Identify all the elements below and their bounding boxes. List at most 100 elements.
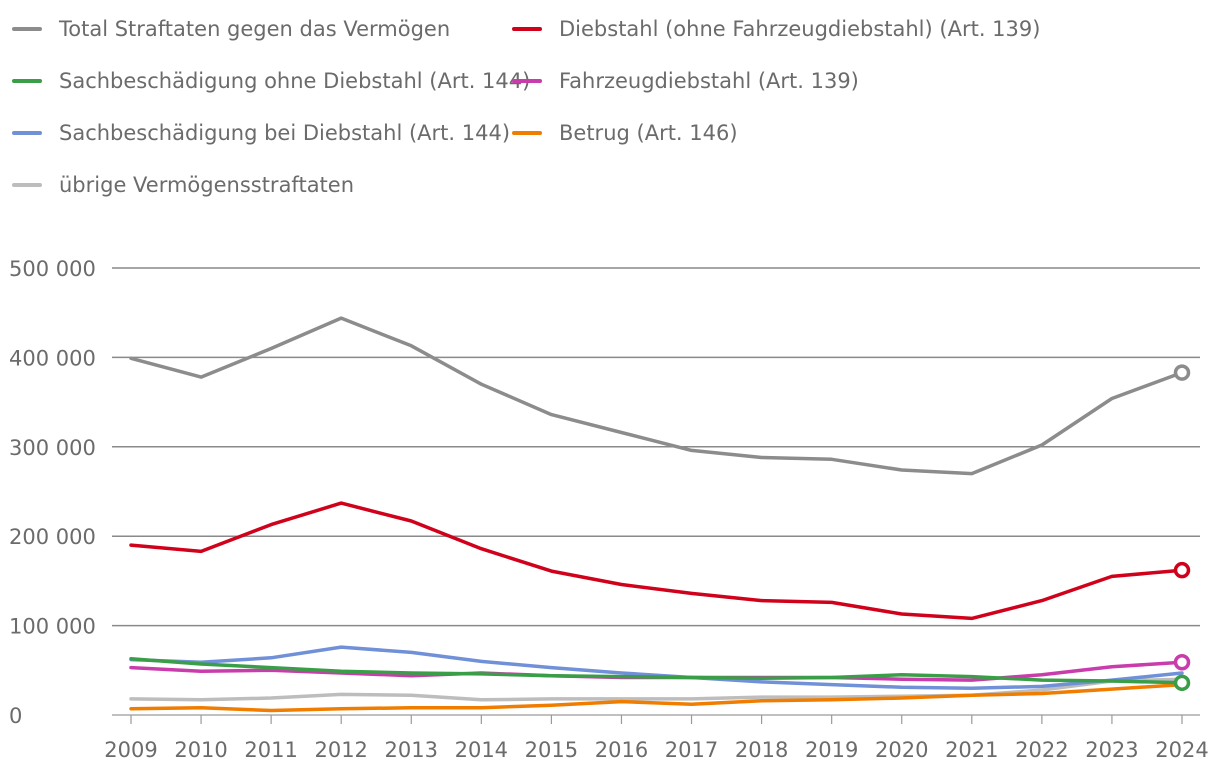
x-tick-label: 2018 bbox=[735, 738, 788, 762]
grid-lines bbox=[112, 267, 1200, 716]
legend-label: Total Straftaten gegen das Vermögen bbox=[58, 17, 450, 41]
data-point bbox=[900, 696, 904, 700]
series-lines bbox=[129, 316, 1184, 713]
legend-item[interactable]: Fahrzeugdiebstahl (Art. 139) bbox=[512, 69, 859, 93]
series-line bbox=[129, 656, 1184, 685]
legend-label: Fahrzeugdiebstahl (Art. 139) bbox=[559, 69, 859, 93]
legend-item[interactable]: Diebstahl (ohne Fahrzeugdiebstahl) (Art.… bbox=[512, 17, 1040, 41]
data-point bbox=[269, 709, 273, 713]
data-point bbox=[900, 677, 904, 681]
data-point bbox=[760, 695, 764, 699]
data-point bbox=[690, 675, 694, 679]
data-point bbox=[199, 549, 203, 553]
x-tick-label: 2017 bbox=[665, 738, 718, 762]
data-point bbox=[970, 675, 974, 679]
legend-label: Sachbeschädigung bei Diebstahl (Art. 144… bbox=[59, 121, 510, 145]
data-point bbox=[479, 547, 483, 551]
data-point bbox=[619, 700, 623, 704]
x-tick-label: 2013 bbox=[385, 738, 438, 762]
data-point bbox=[900, 685, 904, 689]
legend: Total Straftaten gegen das Vermögen Diebs… bbox=[12, 17, 1040, 197]
data-point bbox=[269, 346, 273, 350]
data-point bbox=[830, 675, 834, 679]
data-point bbox=[409, 519, 413, 523]
data-point bbox=[760, 680, 764, 684]
legend-item[interactable]: Sachbeschädigung ohne Diebstahl (Art. 14… bbox=[12, 69, 530, 93]
x-tick-label: 2015 bbox=[525, 738, 578, 762]
data-point bbox=[129, 543, 133, 547]
data-point bbox=[339, 645, 343, 649]
x-tick-label: 2014 bbox=[455, 738, 508, 762]
data-point bbox=[199, 698, 203, 702]
x-tick-label: 2011 bbox=[244, 738, 297, 762]
data-point bbox=[199, 669, 203, 673]
data-point bbox=[690, 702, 694, 706]
data-point bbox=[129, 666, 133, 670]
x-tick-label: 2023 bbox=[1085, 738, 1138, 762]
legend-item[interactable]: Betrug (Art. 146) bbox=[512, 121, 738, 145]
x-tick-label: 2024 bbox=[1155, 738, 1208, 762]
legend-item[interactable]: Total Straftaten gegen das Vermögen bbox=[12, 17, 450, 41]
data-point bbox=[339, 692, 343, 696]
end-marker[interactable] bbox=[1173, 561, 1191, 579]
data-point bbox=[900, 673, 904, 677]
data-point bbox=[269, 523, 273, 527]
data-point bbox=[1040, 443, 1044, 447]
legend-label: Sachbeschädigung ohne Diebstahl (Art. 14… bbox=[59, 69, 530, 93]
x-axis-tick-labels: 2009 2010 2011 2012 2013 2014 2015 2016 2017 2018… bbox=[104, 715, 1209, 762]
data-point bbox=[479, 659, 483, 663]
data-point bbox=[479, 698, 483, 702]
data-point bbox=[690, 591, 694, 595]
x-tick-label: 2022 bbox=[1015, 738, 1068, 762]
data-point bbox=[199, 662, 203, 666]
x-tick-label: 2010 bbox=[174, 738, 227, 762]
data-point bbox=[690, 448, 694, 452]
series bbox=[129, 682, 1184, 713]
data-point bbox=[830, 683, 834, 687]
data-point bbox=[1040, 599, 1044, 603]
series-line bbox=[129, 316, 1184, 476]
end-marker[interactable] bbox=[1173, 654, 1191, 671]
data-point bbox=[129, 356, 133, 360]
data-point bbox=[549, 697, 553, 701]
data-point bbox=[1040, 673, 1044, 677]
data-point bbox=[409, 706, 413, 710]
data-point bbox=[619, 675, 623, 679]
data-point bbox=[760, 599, 764, 603]
end-marker[interactable] bbox=[1173, 674, 1191, 692]
data-point bbox=[549, 569, 553, 573]
data-point bbox=[1110, 574, 1114, 578]
data-point bbox=[900, 468, 904, 472]
legend-item[interactable]: Sachbeschädigung bei Diebstahl (Art. 144… bbox=[12, 121, 510, 145]
data-point bbox=[970, 686, 974, 690]
data-point bbox=[619, 671, 623, 675]
data-point bbox=[970, 693, 974, 697]
data-point bbox=[970, 472, 974, 476]
x-tick-label: 2019 bbox=[805, 738, 858, 762]
data-point bbox=[269, 656, 273, 660]
data-point bbox=[269, 696, 273, 700]
data-point bbox=[129, 657, 133, 661]
end-marker[interactable] bbox=[1173, 364, 1191, 381]
data-point bbox=[549, 674, 553, 678]
series bbox=[129, 656, 1184, 685]
y-tick-label: 100 000 bbox=[9, 615, 96, 639]
data-point bbox=[339, 669, 343, 673]
x-tick-label: 2009 bbox=[104, 738, 157, 762]
data-point bbox=[1110, 665, 1114, 669]
data-point bbox=[830, 698, 834, 702]
data-point bbox=[479, 672, 483, 676]
data-point bbox=[479, 382, 483, 386]
data-point bbox=[760, 456, 764, 460]
data-point bbox=[619, 582, 623, 586]
legend-item[interactable]: übrige Vermögensstraftaten bbox=[12, 173, 354, 197]
series bbox=[129, 501, 1184, 621]
data-point bbox=[970, 616, 974, 620]
series bbox=[129, 645, 1184, 690]
x-tick-label: 2021 bbox=[945, 738, 998, 762]
data-point bbox=[409, 693, 413, 697]
data-point bbox=[1110, 687, 1114, 691]
data-point bbox=[1040, 692, 1044, 696]
data-point bbox=[1040, 678, 1044, 682]
y-tick-label: 200 000 bbox=[9, 525, 96, 549]
